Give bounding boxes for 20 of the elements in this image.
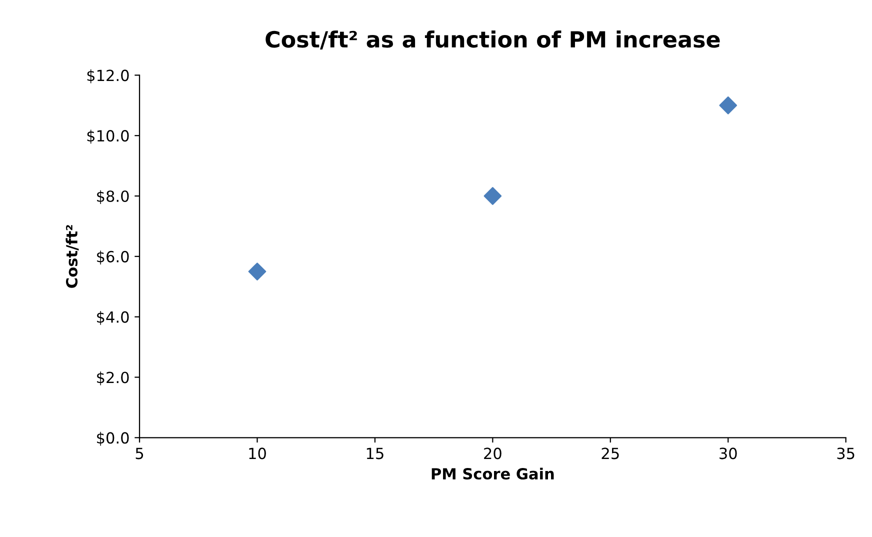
y-tick-label: $6.0 (97, 250, 129, 264)
y-tick-label: $2.0 (97, 371, 129, 386)
x-tick-label: 5 (136, 448, 144, 460)
y-tick-label: $0.0 (97, 432, 129, 446)
point (719, 96, 738, 114)
x-tick-label: 35 (837, 448, 854, 460)
point (248, 262, 266, 280)
chart-title: Cost/ft² as a function of PM increase (266, 30, 720, 50)
y-tick-label: $10.0 (87, 130, 129, 144)
point (484, 187, 502, 205)
x-axis-title: PM Score Gain (432, 468, 554, 480)
x-tick-label: 20 (484, 448, 502, 460)
y-tick-label: $12.0 (87, 69, 129, 84)
x-tick-label: 30 (720, 448, 737, 460)
y-axis-title: Cost/ft² (66, 225, 79, 288)
x-tick-label: 25 (602, 448, 619, 460)
y-tick-label: $4.0 (97, 311, 129, 325)
y-tick-label: $8.0 (97, 190, 129, 204)
x-tick-label: 10 (249, 448, 266, 460)
x-tick-label: 15 (366, 448, 384, 460)
